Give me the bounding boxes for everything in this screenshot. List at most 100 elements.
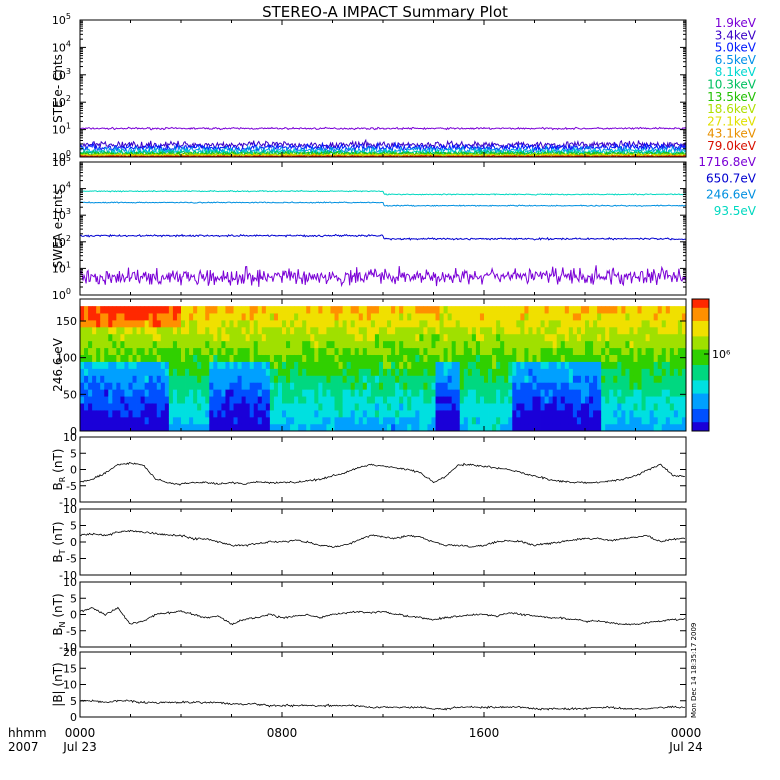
spectrogram-cell [411, 333, 416, 342]
spectrogram-cell [427, 368, 432, 376]
spectrogram-cell [237, 389, 242, 397]
spectrogram-cell [488, 354, 493, 362]
legend-entry: 27.1keV [707, 114, 757, 128]
spectrogram-cell [613, 326, 618, 335]
spectrogram-cell [148, 306, 154, 314]
spectrogram-cell [492, 403, 497, 411]
spectrogram-cell [350, 389, 356, 397]
spectrogram-cell [387, 313, 392, 321]
colorbar-swatch [692, 354, 709, 357]
spectrogram-cell [528, 319, 533, 328]
spectrogram-cell [479, 368, 485, 376]
spectrogram-cell [265, 347, 271, 356]
spectrogram-cell [282, 326, 287, 335]
spectrogram-cell [181, 403, 186, 411]
spectrogram-cell [221, 347, 226, 356]
spectrogram-cell [116, 375, 121, 383]
spectrogram-cell [657, 326, 663, 335]
spectrogram-cell [633, 396, 638, 404]
spectrogram-cell [88, 423, 93, 432]
spectrogram-cell [209, 389, 214, 397]
spectrogram-cell [395, 313, 400, 321]
spectrogram-cell [669, 382, 675, 390]
spectrogram-cell [649, 396, 655, 404]
spectrogram-cell [140, 416, 146, 425]
spectrogram-cell [136, 410, 141, 418]
spectrogram-cell [484, 326, 489, 335]
spectrogram-cell [669, 361, 675, 369]
spectrogram-cell [156, 389, 162, 397]
spectrogram-cell [593, 403, 598, 411]
spectrogram-cell [273, 410, 279, 418]
spectrogram-cell [572, 313, 578, 321]
spectrogram-cell [568, 382, 574, 390]
spectrogram-cell [435, 410, 440, 418]
spectrogram-cell [116, 354, 121, 362]
spectrogram-cell [613, 403, 618, 411]
spectrogram-cell [576, 333, 582, 342]
spectrogram-cell [140, 403, 146, 411]
spectrogram-cell [589, 410, 594, 418]
spectrogram-cell [128, 403, 133, 411]
spectrogram-cell [334, 306, 339, 314]
spectrogram-cell [508, 333, 513, 342]
spectrogram-cell [548, 410, 554, 418]
spectrogram-cell [205, 319, 210, 328]
spectrogram-cell [237, 375, 242, 383]
spectrogram-cell [84, 313, 89, 321]
spectrogram-cell [108, 361, 113, 369]
spectrogram-cell [358, 326, 364, 335]
spectrogram-cell [467, 416, 473, 425]
spectrogram-cell [572, 375, 578, 383]
spectrogram-cell [427, 319, 432, 328]
spectrogram-cell [116, 423, 121, 432]
spectrogram-cell [508, 382, 513, 390]
spectrogram-cell [443, 326, 449, 335]
spectrogram-cell [524, 306, 529, 314]
spectrogram-cell [524, 410, 529, 418]
spectrogram-cell [629, 306, 634, 314]
spectrogram-cell [556, 368, 562, 376]
spectrogram-cell [605, 319, 610, 328]
spectrogram-cell [528, 416, 533, 425]
spectrogram-cell [148, 410, 154, 418]
spectrogram-cell [613, 340, 618, 349]
spectrogram-cell [366, 410, 372, 418]
spectrogram-cell [358, 354, 364, 362]
spectrogram-cell [544, 423, 550, 432]
spectrogram-cell [512, 396, 517, 404]
spectrogram-cell [80, 368, 85, 376]
spectrogram-cell [273, 306, 279, 314]
spectrogram-cell [334, 389, 339, 397]
spectrogram-cell [512, 354, 517, 362]
spectrogram-cell [673, 347, 679, 356]
spectrogram-cell [92, 403, 97, 411]
spectrogram-cell [237, 410, 242, 418]
spectrogram-cell [209, 313, 214, 321]
spectrogram-cell [257, 382, 263, 390]
spectrogram-cell [524, 319, 529, 328]
spectrogram-cell [298, 319, 303, 328]
spectrogram-cell [96, 389, 101, 397]
spectrogram-cell [140, 354, 146, 362]
spectrogram-cell [221, 313, 226, 321]
spectrogram-cell [633, 375, 638, 383]
spectrogram-cell [253, 375, 259, 383]
spectrogram-cell [455, 319, 461, 328]
spectrogram-cell [201, 313, 206, 321]
spectrogram-cell [568, 389, 574, 397]
spectrogram-cell [326, 333, 331, 342]
spectrogram-cell [176, 354, 182, 362]
spectrogram-cell [92, 319, 97, 328]
spectrogram-cell [548, 333, 554, 342]
spectrogram-cell [403, 389, 408, 397]
spectrogram-cell [516, 347, 521, 356]
spectrogram-cell [156, 313, 162, 321]
spectrogram-cell [245, 403, 251, 411]
spectrogram-cell [181, 306, 186, 314]
spectrogram-cell [132, 423, 137, 432]
spectrogram-cell [415, 382, 420, 390]
spectrogram-cell [366, 361, 372, 369]
spectrogram-cell [399, 306, 404, 314]
spectrogram-cell [104, 333, 109, 342]
